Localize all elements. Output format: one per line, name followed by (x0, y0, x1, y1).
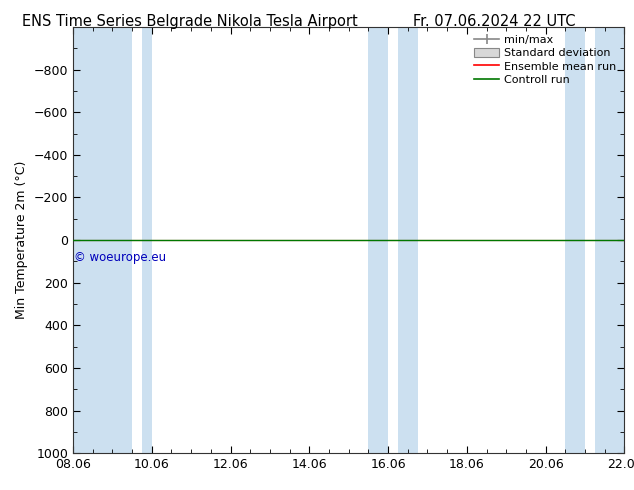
Text: Fr. 07.06.2024 22 UTC: Fr. 07.06.2024 22 UTC (413, 14, 576, 29)
Bar (142, 27, 152, 453)
Bar (73, 27, 132, 453)
Bar (566, 27, 585, 453)
Text: ENS Time Series Belgrade Nikola Tesla Airport: ENS Time Series Belgrade Nikola Tesla Ai… (22, 14, 358, 29)
Text: © woeurope.eu: © woeurope.eu (74, 251, 166, 264)
Bar (595, 27, 624, 453)
Bar (368, 27, 388, 453)
Y-axis label: Min Temperature 2m (°C): Min Temperature 2m (°C) (15, 161, 28, 319)
Bar (398, 27, 418, 453)
Legend: min/max, Standard deviation, Ensemble mean run, Controll run: min/max, Standard deviation, Ensemble me… (472, 32, 619, 87)
